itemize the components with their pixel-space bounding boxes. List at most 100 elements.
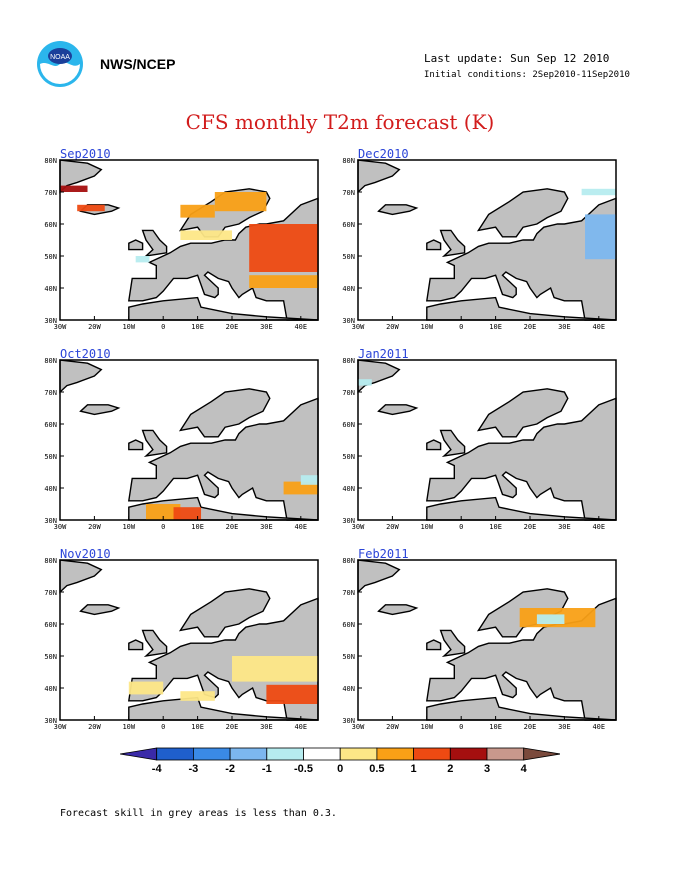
lat-tick-label: 70N: [342, 189, 355, 197]
anomaly-patch: [180, 230, 232, 240]
colorbar-bin: [156, 747, 194, 761]
lat-tick-label: 70N: [44, 189, 57, 197]
anomaly-patch: [283, 481, 318, 495]
colorbar-label: 1: [411, 763, 417, 775]
lat-tick-label: 30N: [44, 517, 57, 525]
lon-tick-label: 10W: [420, 523, 433, 531]
anomaly-patch: [180, 204, 215, 218]
anomaly-patch: [77, 204, 105, 212]
lat-tick-label: 80N: [44, 557, 57, 565]
lat-tick-label: 80N: [342, 157, 355, 165]
colorbar-legend: -4 -3 -2 -1 -0.5 0 0.5 1 2 3 4: [120, 747, 560, 775]
lon-tick-label: 10E: [489, 523, 502, 531]
map-panel: Jan2011 30N 40N 50N 60N 70N 80N 30W 20W 10W 0 10E 20…: [342, 347, 617, 531]
lon-tick-label: 20W: [88, 723, 101, 731]
lon-tick-label: 20E: [524, 723, 537, 731]
colorbar-label: -2: [225, 763, 235, 775]
lon-tick-label: 10W: [420, 723, 433, 731]
lat-tick-label: 40N: [44, 685, 57, 693]
lon-tick-label: 10E: [191, 323, 204, 331]
anomaly-patch: [585, 214, 616, 260]
lon-tick-label: 40E: [294, 323, 307, 331]
land-shape: [141, 429, 168, 458]
colorbar-label: -4: [152, 763, 163, 775]
colorbar-bin: [120, 747, 158, 761]
land-shape: [141, 229, 168, 258]
lon-tick-label: 20E: [524, 523, 537, 531]
initial-conditions-text: Initial conditions: 2Sep2010-11Sep2010: [424, 70, 630, 80]
lat-tick-label: 40N: [342, 285, 355, 293]
lon-tick-label: 30W: [352, 523, 365, 531]
lon-tick-label: 30E: [260, 523, 273, 531]
lon-tick-label: 10W: [122, 523, 135, 531]
lon-tick-label: 30E: [558, 323, 571, 331]
land-shape: [377, 604, 419, 616]
lat-tick-label: 40N: [342, 485, 355, 493]
land-shape: [426, 439, 442, 451]
lon-tick-label: 0: [459, 323, 463, 331]
anomaly-patch: [180, 691, 215, 701]
colorbar-label: -1: [262, 763, 272, 775]
anomaly-patch: [300, 475, 318, 485]
land-shape: [426, 496, 617, 521]
colorbar-bin: [229, 747, 268, 761]
land-shape: [476, 388, 569, 438]
lat-tick-label: 60N: [342, 221, 355, 229]
lat-tick-label: 50N: [44, 253, 57, 261]
lon-tick-label: 40E: [592, 323, 605, 331]
colorbar-label: 3: [484, 763, 490, 775]
colorbar-label: -3: [189, 763, 199, 775]
land-shape: [426, 696, 617, 721]
lat-tick-label: 30N: [342, 517, 355, 525]
lat-tick-label: 70N: [44, 389, 57, 397]
lat-tick-label: 30N: [342, 317, 355, 325]
land-shape: [79, 604, 121, 616]
lat-tick-label: 60N: [44, 221, 57, 229]
lon-tick-label: 40E: [294, 523, 307, 531]
lat-tick-label: 50N: [44, 653, 57, 661]
anomaly-patch: [128, 681, 164, 695]
anomaly-patch: [135, 256, 150, 263]
lon-tick-label: 30W: [54, 723, 67, 731]
land-shape: [426, 239, 442, 251]
panel-label: Oct2010: [60, 347, 111, 361]
lat-tick-label: 80N: [44, 357, 57, 365]
colorbar-bin: [339, 747, 378, 761]
lon-tick-label: 0: [161, 323, 165, 331]
lat-tick-label: 50N: [44, 453, 57, 461]
lon-tick-label: 20W: [386, 323, 399, 331]
lon-tick-label: 30E: [260, 323, 273, 331]
land-shape: [377, 404, 419, 416]
lon-tick-label: 10E: [191, 523, 204, 531]
lon-tick-label: 20E: [226, 323, 239, 331]
panel-label: Sep2010: [60, 147, 111, 161]
colorbar-label: 4: [521, 763, 528, 775]
land-shape: [141, 629, 168, 658]
lon-tick-label: 10W: [122, 723, 135, 731]
lat-tick-label: 60N: [342, 421, 355, 429]
lat-tick-label: 70N: [342, 389, 355, 397]
anomaly-patch: [249, 224, 318, 272]
anomaly-patch: [232, 656, 318, 682]
land-shape: [439, 429, 466, 458]
colorbar-bin: [376, 747, 414, 761]
lon-tick-label: 20E: [226, 723, 239, 731]
agency-name: NWS/NCEP: [100, 56, 176, 72]
lon-tick-label: 20E: [226, 523, 239, 531]
land-shape: [426, 296, 617, 321]
lon-tick-label: 10E: [191, 723, 204, 731]
anomaly-patch: [214, 192, 267, 212]
lon-tick-label: 40E: [592, 523, 605, 531]
lat-tick-label: 80N: [44, 157, 57, 165]
colorbar-bin: [266, 747, 304, 761]
land-shape: [439, 629, 466, 658]
lon-tick-label: 30W: [54, 323, 67, 331]
land-shape: [178, 388, 271, 438]
lon-tick-label: 30W: [352, 723, 365, 731]
map-panel: Oct2010 30N 40N 50N 60N 70N 80N 30W 20W 10W 0 10E 20…: [44, 347, 319, 531]
lon-tick-label: 0: [161, 723, 165, 731]
lon-tick-label: 10W: [420, 323, 433, 331]
colorbar-bin: [413, 747, 451, 761]
lon-tick-label: 30E: [260, 723, 273, 731]
anomaly-patch: [249, 275, 318, 288]
